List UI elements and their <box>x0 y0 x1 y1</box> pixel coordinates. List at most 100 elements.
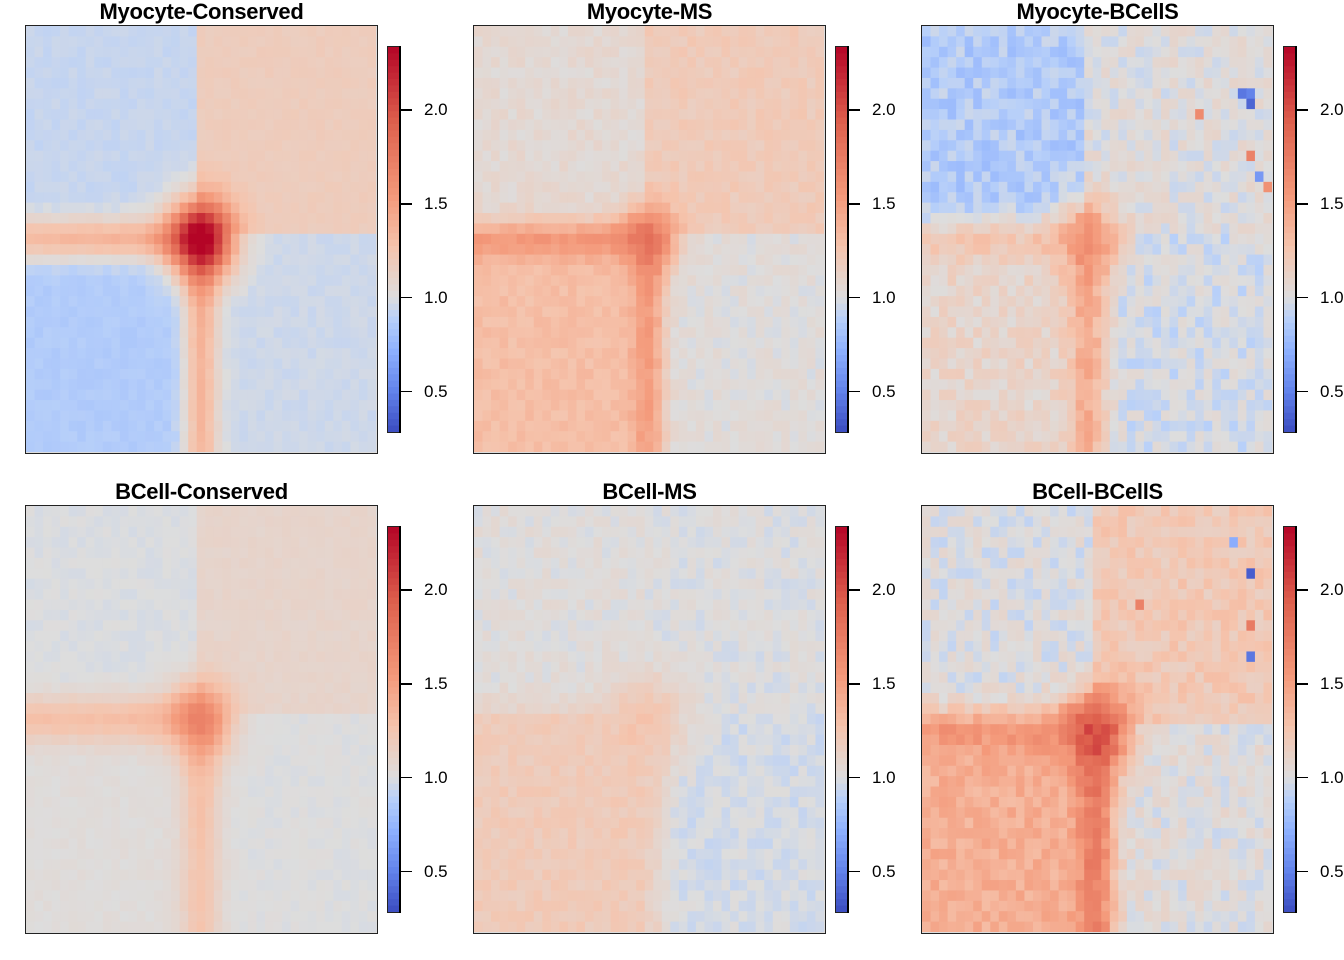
heatmap-cell <box>273 306 283 318</box>
heatmap-cell <box>34 161 44 173</box>
heatmap-cell <box>781 254 791 266</box>
heatmap-cell <box>1024 316 1034 328</box>
heatmap-cell <box>60 202 70 214</box>
heatmap-cell <box>188 67 198 79</box>
heatmap-cell <box>1041 109 1051 121</box>
heatmap-cell <box>1024 119 1034 131</box>
heatmap-cell <box>661 119 671 131</box>
heatmap-cell <box>282 109 292 121</box>
heatmap-cell <box>273 244 283 256</box>
heatmap-cell <box>687 306 697 318</box>
heatmap-cell <box>947 129 957 141</box>
heatmap-cell <box>1126 296 1137 308</box>
heatmap-cell <box>713 400 723 412</box>
heatmap-cell <box>533 98 543 110</box>
heatmap-cell <box>1178 389 1188 401</box>
heatmap-cell <box>1101 36 1111 48</box>
heatmap-cell <box>350 410 360 422</box>
heatmap-cell <box>136 192 147 204</box>
heatmap-cell <box>695 400 706 412</box>
heatmap-cell <box>77 171 87 183</box>
heatmap-cell <box>636 129 646 141</box>
heatmap-cell <box>559 275 569 287</box>
heatmap-cell <box>239 275 249 287</box>
heatmap-cell <box>956 275 966 287</box>
heatmap-cell <box>678 233 689 245</box>
heatmap-cell <box>85 275 95 287</box>
heatmap-cell <box>695 296 706 308</box>
heatmap-cell <box>533 275 543 287</box>
heatmap-cell <box>482 410 492 422</box>
heatmap-cell <box>721 223 731 235</box>
heatmap-cell <box>610 77 620 89</box>
heatmap-cell <box>781 337 791 349</box>
colorbar-tick-label: 2.0 <box>872 99 896 119</box>
heatmap-cell <box>1067 213 1077 225</box>
heatmap-cell <box>939 171 949 183</box>
heatmap-cell <box>772 57 782 69</box>
heatmap-cell <box>247 389 258 401</box>
heatmap-cell <box>77 140 87 152</box>
heatmap-cell <box>128 244 138 256</box>
heatmap-cell <box>1084 379 1094 391</box>
heatmap-cell <box>789 161 799 173</box>
heatmap-cell <box>806 296 817 308</box>
heatmap-cell <box>1203 285 1213 297</box>
heatmap-cell <box>661 254 671 266</box>
heatmap-cell <box>341 389 351 401</box>
heatmap-cell <box>730 358 740 370</box>
heatmap-cell <box>695 337 706 349</box>
heatmap-cell <box>508 244 518 256</box>
heatmap-cell <box>516 368 526 380</box>
heatmap-cell <box>102 202 112 214</box>
heatmap-cell <box>333 441 343 452</box>
heatmap-cell <box>333 223 343 235</box>
heatmap-cell <box>341 57 351 69</box>
heatmap-cell <box>1195 379 1205 391</box>
heatmap-cell <box>34 389 44 401</box>
heatmap-cell <box>196 368 206 380</box>
heatmap-cell <box>94 368 104 380</box>
heatmap-cell <box>43 431 53 443</box>
heatmap-cell <box>358 306 369 318</box>
heatmap-cell <box>1178 109 1188 121</box>
colorbar-swatch <box>836 168 847 176</box>
heatmap-cell <box>1178 223 1188 235</box>
heatmap-cell <box>772 181 782 193</box>
heatmap-cell <box>990 254 1000 266</box>
heatmap-cell <box>533 296 543 308</box>
heatmap-cell <box>230 420 241 432</box>
heatmap-cell <box>491 389 501 401</box>
heatmap-cell <box>815 77 824 89</box>
heatmap-cell <box>102 410 112 422</box>
heatmap-cell <box>1135 161 1145 173</box>
heatmap-cell <box>964 26 974 37</box>
heatmap-cell <box>367 275 376 287</box>
colorbar-swatch <box>388 399 399 407</box>
heatmap-cell <box>1186 150 1196 162</box>
heatmap-cell <box>26 129 36 141</box>
heatmap-cell <box>324 368 334 380</box>
colorbar-swatch <box>388 322 399 330</box>
heatmap-cell <box>559 316 569 328</box>
heatmap-cell <box>516 109 526 121</box>
heatmap-cell <box>772 140 782 152</box>
heatmap-cell <box>772 202 782 214</box>
heatmap-cell <box>636 264 646 276</box>
heatmap-cell <box>162 171 172 183</box>
heatmap-cell <box>290 400 300 412</box>
heatmap-cell <box>1015 26 1026 37</box>
heatmap-cell <box>738 264 748 276</box>
heatmap-cell <box>188 129 198 141</box>
heatmap-cell <box>1237 233 1247 245</box>
heatmap-cell <box>213 119 223 131</box>
heatmap-cell <box>1220 26 1230 37</box>
heatmap-cell <box>764 150 774 162</box>
heatmap-myocyte-conserved <box>25 25 378 454</box>
heatmap-cell <box>1186 119 1196 131</box>
heatmap-cell <box>584 275 595 287</box>
heatmap-cell <box>525 26 535 37</box>
heatmap-cell <box>644 233 654 245</box>
heatmap-cell <box>619 327 629 339</box>
heatmap-cell <box>68 389 78 401</box>
